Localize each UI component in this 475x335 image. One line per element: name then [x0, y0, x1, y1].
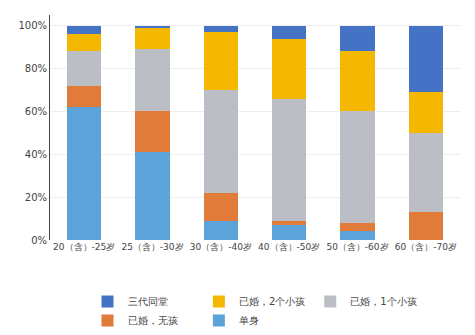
svg-text:20（含）-25岁: 20（含）-25岁 [53, 242, 115, 252]
svg-text:已婚，2个小孩: 已婚，2个小孩 [239, 296, 305, 307]
svg-text:60（含）-70岁: 60（含）-70岁 [395, 242, 457, 252]
svg-text:25（含）-30岁: 25（含）-30岁 [121, 242, 183, 252]
svg-text:40（含）-50岁: 40（含）-50岁 [258, 242, 320, 252]
svg-text:单身: 单身 [239, 315, 259, 326]
svg-text:60%: 60% [25, 106, 47, 117]
svg-text:100%: 100% [18, 20, 47, 31]
svg-text:0%: 0% [31, 235, 47, 246]
svg-text:80%: 80% [25, 63, 47, 74]
svg-text:已婚，无孩: 已婚，无孩 [128, 315, 178, 326]
svg-text:40%: 40% [25, 149, 47, 160]
svg-text:20%: 20% [25, 192, 47, 203]
svg-text:三代同堂: 三代同堂 [128, 296, 168, 307]
svg-text:50（含）-60岁: 50（含）-60岁 [326, 242, 388, 252]
svg-text:已婚，1个小孩: 已婚，1个小孩 [350, 296, 416, 307]
svg-text:30（含）-40岁: 30（含）-40岁 [190, 242, 252, 252]
